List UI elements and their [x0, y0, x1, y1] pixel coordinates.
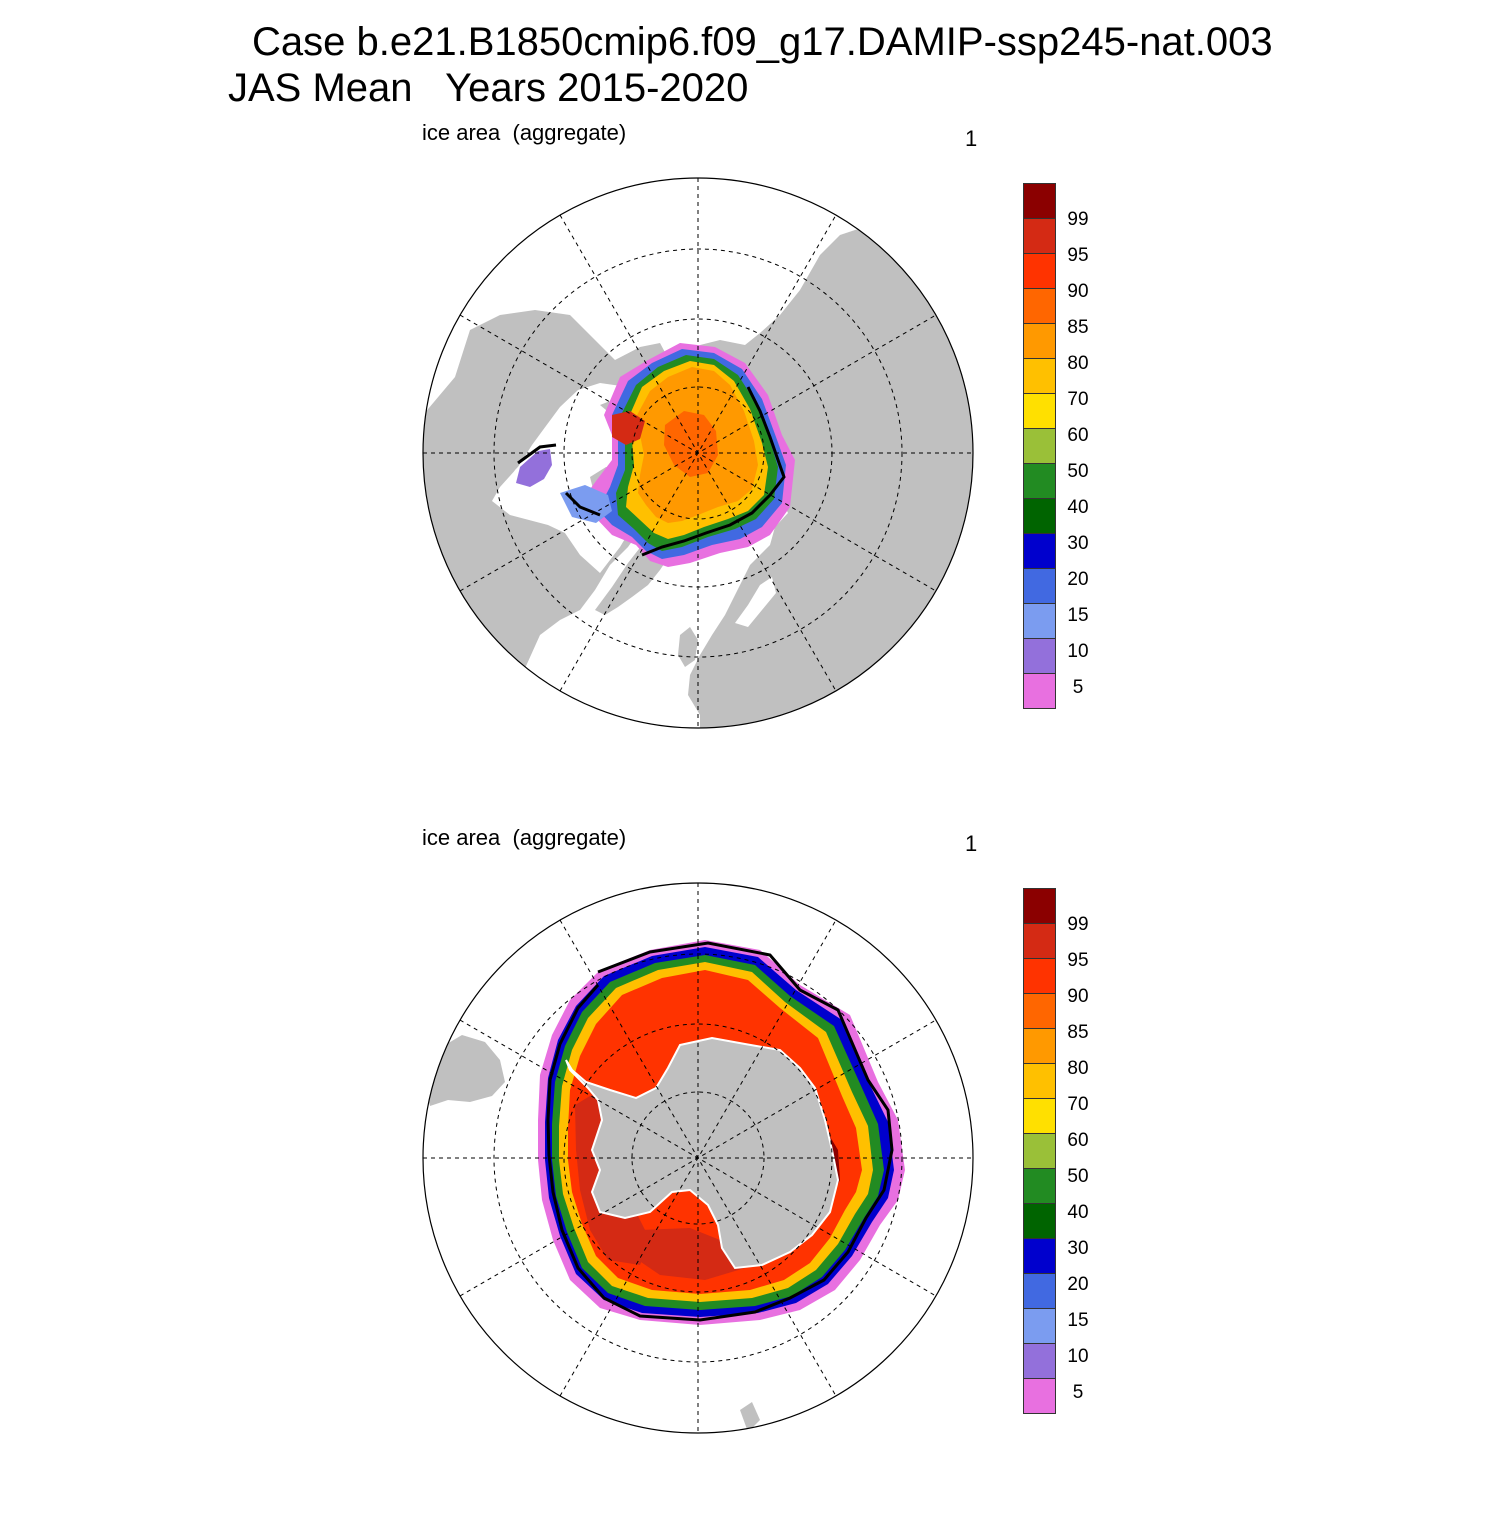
- antarctic-graticule: [423, 883, 973, 1433]
- season-years-subtitle: JAS Mean Years 2015-2020: [228, 66, 749, 110]
- ice-canadian-archipelago: [612, 411, 645, 445]
- arctic-map-border: [422, 177, 974, 729]
- colorbar-tick-label: 5: [1072, 677, 1084, 698]
- colorbar-swatch: [1023, 1168, 1056, 1204]
- ice-hudson-bay: [516, 449, 552, 487]
- arctic-graticule: [423, 178, 973, 728]
- colorbar-tick-label: 99: [1067, 914, 1089, 935]
- colorbar-tick-label: 5: [1072, 1382, 1084, 1403]
- colorbar-swatch: [1023, 1308, 1056, 1344]
- colorbar-tick-label: 50: [1067, 461, 1089, 482]
- colorbar-tick-label: 85: [1067, 1022, 1089, 1043]
- colorbar-tick-label: 90: [1067, 986, 1089, 1007]
- colorbar-swatch: [1023, 218, 1056, 254]
- antarctic-variable-label: ice area (aggregate): [422, 825, 627, 850]
- eurasia-land: [688, 225, 973, 728]
- colorbar-tick-label: 30: [1067, 1238, 1089, 1259]
- arctic-units-label: 1: [965, 126, 978, 151]
- ice-95pct-ross: [638, 1228, 745, 1280]
- colorbar-tick-label: 90: [1067, 281, 1089, 302]
- arctic-variable-label: ice area (aggregate): [422, 120, 627, 145]
- colorbar-swatch: [1023, 603, 1056, 639]
- antarctic-polar-map: [422, 882, 974, 1434]
- colorbar-swatch: [1023, 428, 1056, 464]
- colorbar-swatch: [1023, 498, 1056, 534]
- colorbar-tick-label: 10: [1067, 1346, 1089, 1367]
- colorbar-tick-label: 99: [1067, 209, 1089, 230]
- colorbar-tick-label: 15: [1067, 1310, 1089, 1331]
- colorbar-swatch: [1023, 183, 1056, 219]
- colorbar-tick-label: 95: [1067, 245, 1089, 266]
- colorbar-swatch: [1023, 1378, 1056, 1414]
- colorbar-tick-label: 80: [1067, 353, 1089, 374]
- colorbar-swatch: [1023, 958, 1056, 994]
- colorbar-swatch: [1023, 288, 1056, 324]
- colorbar-tick-label: 80: [1067, 1058, 1089, 1079]
- colorbar-swatch: [1023, 1028, 1056, 1064]
- colorbar-tick-label: 15: [1067, 605, 1089, 626]
- colorbar-swatch: [1023, 638, 1056, 674]
- colorbar-swatch: [1023, 673, 1056, 709]
- antarctic-colorbar: [1023, 888, 1056, 1414]
- colorbar-tick-label: 85: [1067, 317, 1089, 338]
- colorbar-swatch: [1023, 888, 1056, 924]
- colorbar-swatch: [1023, 1238, 1056, 1274]
- colorbar-swatch: [1023, 1133, 1056, 1169]
- colorbar-tick-label: 10: [1067, 641, 1089, 662]
- colorbar-swatch: [1023, 393, 1056, 429]
- colorbar-swatch: [1023, 1063, 1056, 1099]
- colorbar-tick-label: 70: [1067, 389, 1089, 410]
- colorbar-swatch: [1023, 358, 1056, 394]
- antarctic-units-label: 1: [965, 831, 978, 856]
- colorbar-tick-label: 60: [1067, 425, 1089, 446]
- britain-land: [678, 627, 698, 667]
- antarctic-map-border: [422, 882, 974, 1434]
- observed-ice-edge-contour: [546, 941, 894, 1322]
- arctic-panel: ice area (aggregate) 1: [0, 115, 1500, 820]
- colorbar-tick-label: 70: [1067, 1094, 1089, 1115]
- arctic-polar-map: [422, 177, 974, 729]
- colorbar-swatch: [1023, 1098, 1056, 1134]
- colorbar-tick-label: 40: [1067, 497, 1089, 518]
- colorbar-swatch: [1023, 463, 1056, 499]
- arctic-colorbar: [1023, 183, 1056, 709]
- antarctic-panel: ice area (aggregate) 1: [0, 820, 1500, 1525]
- colorbar-swatch: [1023, 323, 1056, 359]
- baltic-water: [735, 577, 776, 627]
- colorbar-swatch: [1023, 253, 1056, 289]
- colorbar-tick-label: 40: [1067, 1202, 1089, 1223]
- africa-tip-land: [740, 1402, 760, 1432]
- colorbar-tick-label: 20: [1067, 1274, 1089, 1295]
- colorbar-swatch: [1023, 993, 1056, 1029]
- colorbar-tick-label: 50: [1067, 1166, 1089, 1187]
- observed-ice-edge-contour: [517, 386, 786, 557]
- colorbar-tick-label: 95: [1067, 950, 1089, 971]
- colorbar-tick-label: 60: [1067, 1130, 1089, 1151]
- colorbar-swatch: [1023, 1343, 1056, 1379]
- colorbar-swatch: [1023, 923, 1056, 959]
- colorbar-tick-label: 20: [1067, 569, 1089, 590]
- colorbar-swatch: [1023, 1273, 1056, 1309]
- ice-90pct-core: [664, 411, 718, 477]
- colorbar-swatch: [1023, 568, 1056, 604]
- colorbar-tick-label: 30: [1067, 533, 1089, 554]
- colorbar-swatch: [1023, 533, 1056, 569]
- antarctica-land: [565, 1036, 840, 1270]
- colorbar-swatch: [1023, 1203, 1056, 1239]
- main-title: Case b.e21.B1850cmip6.f09_g17.DAMIP-ssp2…: [252, 20, 1273, 64]
